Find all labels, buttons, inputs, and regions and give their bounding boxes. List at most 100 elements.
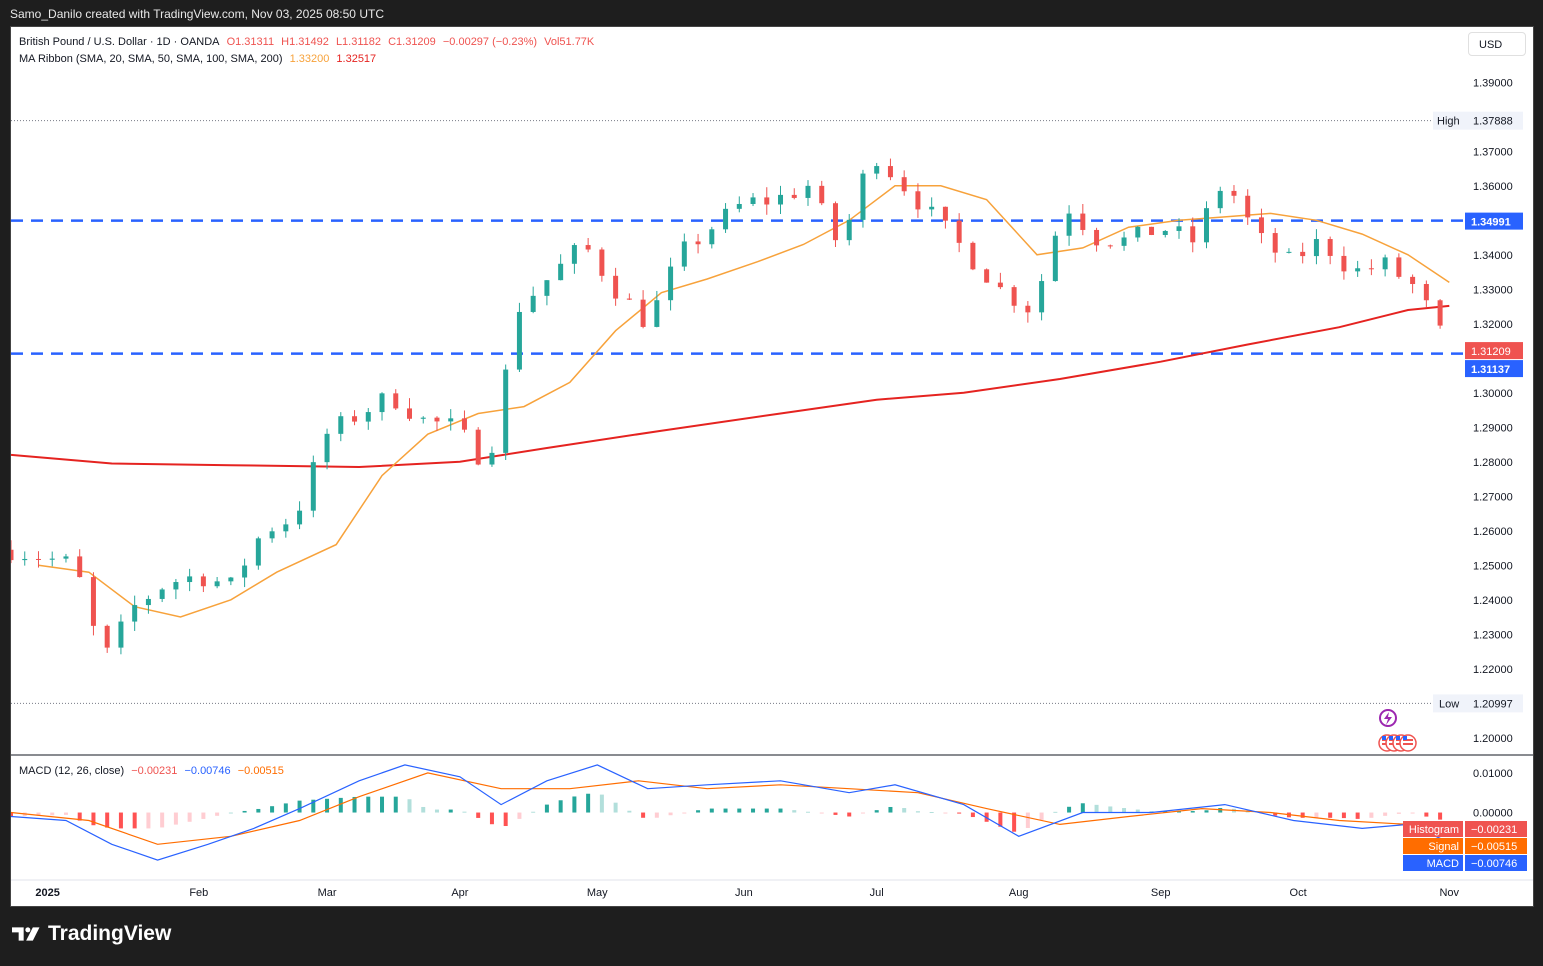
time-axis-tick: Oct	[1290, 887, 1307, 899]
macd-histogram-bar	[531, 811, 536, 813]
candle-body	[297, 510, 303, 525]
high-marker-value: 1.37888	[1473, 116, 1513, 128]
candle-body	[22, 558, 28, 561]
price-axis-tick: 1.29000	[1473, 422, 1513, 434]
candle-body	[723, 208, 729, 230]
macd-histogram-bar	[778, 808, 783, 813]
chart-panel[interactable]: 1.390001.370001.360001.350001.340001.330…	[10, 26, 1534, 907]
candle-body	[1080, 213, 1086, 230]
price-axis-tick: 1.28000	[1473, 457, 1513, 469]
ohlc-low: L1.31182	[335, 36, 382, 48]
macd-histogram-bar	[434, 809, 439, 813]
candle-body	[448, 418, 454, 422]
currency-button[interactable]: USD	[1468, 32, 1526, 56]
macd-histogram-bar	[63, 812, 68, 815]
candle-body	[77, 556, 83, 578]
macd-signal-value: −0.00515	[237, 765, 284, 777]
candle-body	[187, 576, 193, 583]
low-marker-bg	[1433, 694, 1523, 713]
candle-body	[324, 433, 330, 463]
candle-body	[489, 452, 495, 465]
macd-histogram-bar	[723, 808, 728, 813]
macd-histogram-bar	[1053, 811, 1058, 813]
candle-body	[819, 185, 825, 204]
price-axis-tick: 1.36000	[1473, 181, 1513, 193]
macd-histogram-bar	[366, 796, 371, 813]
ohlc-close: C1.31209	[388, 36, 436, 48]
candle-body	[1176, 226, 1182, 231]
level-price-value: 1.34991	[1471, 217, 1511, 229]
ma-ribbon-name[interactable]: MA Ribbon (SMA, 20, SMA, 50, SMA, 100, S…	[19, 53, 283, 65]
candle-body	[778, 194, 784, 205]
level-price-value: 1.31137	[1471, 364, 1510, 376]
macd-histogram-bar	[201, 812, 206, 819]
candle-body	[1313, 239, 1319, 257]
macd-histogram-bar	[874, 810, 879, 813]
time-axis-tick: Sep	[1151, 887, 1171, 899]
macd-histogram-bar	[558, 800, 563, 813]
macd-histogram-bar	[105, 812, 110, 828]
candle-body	[49, 558, 55, 560]
symbol-name[interactable]: British Pound / U.S. Dollar · 1D · OANDA	[19, 36, 220, 48]
candle-body	[269, 531, 275, 539]
macd-tag-value: −0.00515	[1471, 841, 1517, 853]
flag-canton	[1396, 736, 1400, 740]
macd-histogram-bar	[819, 812, 824, 814]
macd-histogram-bar	[998, 812, 1003, 827]
macd-histogram-bar	[1218, 808, 1223, 813]
price-axis-tick: 1.24000	[1473, 595, 1513, 607]
chart-canvas[interactable]: 1.390001.370001.360001.350001.340001.330…	[11, 27, 1533, 906]
macd-histogram-bar	[1204, 810, 1209, 813]
candle-body	[695, 241, 701, 245]
macd-hist-value: −0.00231	[131, 765, 178, 777]
candle-body	[901, 177, 907, 192]
macd-histogram-bar	[627, 810, 632, 813]
candle-body	[35, 558, 41, 560]
price-axis-tick: 1.34000	[1473, 250, 1513, 262]
candle-body	[310, 462, 316, 511]
chart-caption: Samo_Danilo created with TradingView.com…	[10, 7, 384, 21]
candle-body	[791, 194, 797, 198]
candle-body	[200, 576, 206, 587]
macd-histogram-bar	[833, 812, 838, 815]
candle-body	[613, 275, 619, 299]
events-lightning-icon	[1379, 709, 1397, 727]
price-axis-tick: 1.20000	[1473, 733, 1513, 745]
macd-histogram-bar	[860, 812, 865, 814]
candle-body	[860, 173, 866, 220]
candle-body	[530, 295, 536, 312]
candle-body	[173, 582, 179, 590]
macd-tag-label-bg	[1403, 838, 1463, 854]
macd-tag-value-bg	[1465, 838, 1527, 854]
tradingview-brand[interactable]: TradingView	[12, 922, 171, 946]
candle-body	[1437, 300, 1443, 326]
candle-body	[1052, 235, 1058, 282]
candle-body	[1162, 230, 1168, 235]
candle-body	[805, 185, 811, 198]
macd-histogram-bar	[160, 812, 165, 828]
candle-body	[1011, 287, 1017, 306]
candle-body	[764, 197, 770, 205]
candle-body	[255, 538, 261, 566]
macd-histogram-bar	[1355, 812, 1360, 819]
candle-body	[1286, 251, 1292, 253]
candle-body	[242, 565, 248, 578]
level-price-tag	[1465, 360, 1523, 378]
price-axis-tick: 1.37000	[1473, 146, 1513, 158]
candle-body	[228, 577, 234, 582]
macd-name[interactable]: MACD (12, 26, close)	[19, 765, 125, 777]
candle-body	[1094, 229, 1100, 246]
symbol-legend: British Pound / U.S. Dollar · 1D · OANDA…	[19, 36, 598, 48]
price-axis-tick: 1.22000	[1473, 664, 1513, 676]
macd-histogram-bar	[1410, 812, 1415, 814]
last-price-tag	[1465, 342, 1523, 360]
candle-body	[558, 263, 564, 281]
macd-histogram-bar	[1314, 812, 1319, 818]
candle-body	[956, 220, 962, 243]
time-axis-tick: 2025	[35, 887, 59, 899]
candle-body	[145, 598, 151, 606]
time-axis-tick: Mar	[318, 887, 337, 899]
lightning-bolt-icon	[1384, 712, 1392, 725]
time-axis-tick: Nov	[1439, 887, 1459, 899]
candle-body	[846, 219, 852, 241]
